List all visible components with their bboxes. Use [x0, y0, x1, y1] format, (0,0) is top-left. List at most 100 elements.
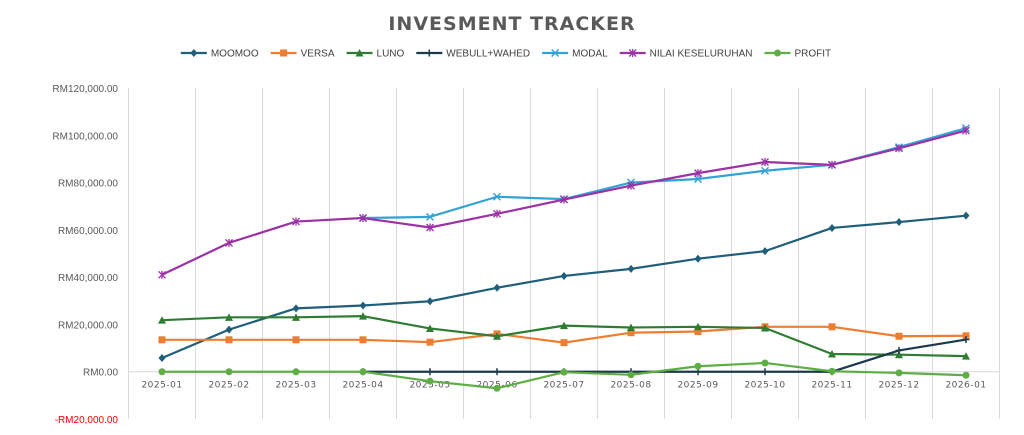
data-point-triangle	[158, 316, 166, 324]
x-stroke	[693, 174, 703, 184]
x-tick-label: 2025-02	[208, 381, 249, 391]
data-point-square	[627, 329, 635, 337]
data-point-diamond	[962, 211, 970, 220]
data-point-triangle	[895, 350, 903, 359]
data-point-x	[551, 48, 560, 58]
data-point-square	[828, 323, 836, 331]
data-point-diamond	[359, 301, 367, 310]
series-profit	[158, 359, 970, 392]
x-axis: 2025-01 2025-02 2025-03 2025-04 2025-05 2025-…	[141, 381, 986, 391]
legend-item: NILAI KESELURUHAN	[619, 49, 753, 60]
data-point-plus	[426, 368, 434, 376]
data-point-star	[493, 209, 501, 218]
data-point-triangle	[426, 324, 434, 332]
data-point-diamond	[493, 283, 501, 292]
data-point-star	[828, 160, 836, 169]
data-point-diamond	[828, 223, 836, 232]
data-point-circle	[225, 368, 233, 376]
data-point-square	[280, 49, 288, 57]
data-point-circle	[493, 384, 501, 392]
data-point-diamond	[190, 49, 198, 57]
x-tick-label: 2025-09	[677, 381, 718, 391]
data-point-circle	[292, 368, 300, 376]
data-point-triangle	[962, 352, 970, 360]
data-point-diamond	[426, 297, 434, 306]
y-tick-label: RM60,000.00	[58, 226, 118, 237]
data-point-square	[962, 332, 970, 340]
gridlines	[128, 88, 1000, 419]
data-point-circle	[560, 368, 568, 376]
x-tick-label: 2025-07	[543, 381, 584, 391]
data-point-square	[225, 336, 233, 344]
data-point-square	[694, 328, 702, 336]
data-point-x	[425, 212, 435, 221]
data-point-triangle	[694, 322, 702, 331]
data-point-circle	[773, 49, 781, 57]
x-tick-label: 2025-11	[811, 381, 852, 391]
series-nilai-keseluruhan	[158, 126, 970, 279]
legend-item: LUNO	[346, 49, 405, 60]
data-point-diamond	[225, 325, 233, 334]
data-point-diamond	[895, 218, 903, 227]
legend-label: MODAL	[572, 49, 608, 60]
x-tick-label: 2025-12	[878, 381, 919, 391]
x-stroke	[425, 212, 435, 221]
data-point-x	[760, 166, 770, 175]
x-tick-label: 2025-10	[744, 381, 785, 391]
y-tick-label: -RM20,000.00	[55, 415, 119, 426]
y-tick-label: RM40,000.00	[58, 273, 118, 284]
data-point-circle	[828, 367, 836, 375]
data-point-square	[359, 336, 367, 344]
series-luno	[158, 312, 970, 360]
data-point-diamond	[627, 264, 635, 273]
data-point-star	[627, 181, 635, 190]
data-point-diamond	[694, 254, 702, 263]
legend-label: WEBULL+WAHED	[446, 49, 530, 60]
x-tick-label: 2025-04	[342, 381, 383, 391]
x-stroke	[551, 48, 560, 58]
series-moomoo	[158, 211, 970, 363]
data-point-diamond	[158, 354, 166, 363]
data-point-circle	[426, 377, 434, 385]
y-axis: RM120,000.00 RM100,000.00 RM80,000.00 RM60,…	[52, 84, 118, 426]
data-point-triangle	[355, 49, 364, 57]
data-point-triangle	[828, 349, 836, 358]
data-point-square	[895, 332, 903, 340]
data-point-triangle	[359, 312, 367, 320]
data-point-circle	[158, 368, 166, 376]
data-point-star	[628, 49, 637, 57]
data-point-circle	[359, 368, 367, 376]
data-point-diamond	[761, 247, 769, 256]
legend-item: VERSA	[270, 49, 335, 60]
data-point-plus	[895, 346, 903, 354]
legend-label: VERSA	[301, 49, 335, 60]
legend-label: LUNO	[377, 49, 405, 60]
data-point-triangle	[761, 323, 769, 332]
data-point-star	[158, 270, 166, 279]
plot-area	[158, 124, 971, 392]
x-stroke	[760, 166, 770, 175]
y-tick-label: RM120,000.00	[52, 84, 118, 95]
y-tick-label: RM20,000.00	[58, 320, 118, 331]
x-tick-label: 2025-05	[409, 381, 450, 391]
data-point-star	[560, 195, 568, 204]
legend-item: MOOMOO	[180, 49, 259, 60]
data-point-square	[560, 339, 568, 347]
data-point-diamond	[560, 271, 568, 280]
data-point-square	[158, 336, 166, 344]
data-point-x	[693, 174, 703, 184]
legend-label: PROFIT	[794, 49, 831, 60]
data-point-circle	[895, 369, 903, 377]
data-point-circle	[627, 371, 635, 379]
data-point-star	[426, 223, 434, 232]
legend-label: NILAI KESELURUHAN	[650, 49, 753, 60]
data-point-star	[895, 144, 903, 153]
y-tick-label: RM80,000.00	[58, 179, 118, 190]
data-point-triangle	[560, 321, 568, 330]
legend-item: MODAL	[542, 49, 608, 60]
x-tick-label: 2025-03	[275, 381, 316, 391]
data-point-square	[426, 338, 434, 346]
x-tick-label: 2026-01	[945, 381, 986, 391]
chart-title: INVESMENT TRACKER	[388, 13, 635, 35]
